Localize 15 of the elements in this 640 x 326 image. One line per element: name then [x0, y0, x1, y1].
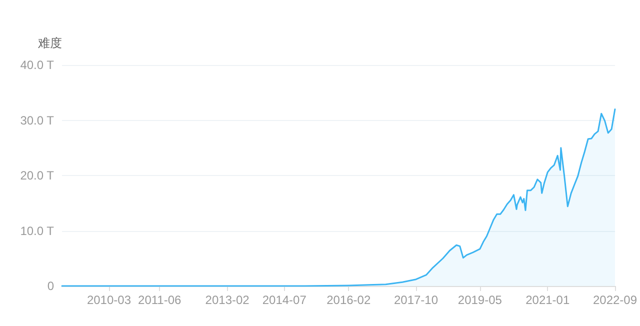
y-axis-title: 难度 — [37, 36, 62, 50]
x-tick-label: 2017-10 — [394, 293, 438, 307]
x-tick-label: 2021-01 — [526, 293, 570, 307]
y-tick-label: 20.0 T — [20, 168, 55, 182]
y-tick-label: 40.0 T — [20, 58, 55, 72]
y-tick-label: 30.0 T — [20, 113, 55, 128]
y-tick-label: 10.0 T — [20, 224, 55, 238]
x-tick-label: 2019-05 — [458, 293, 502, 307]
x-tick-label: 2014-07 — [262, 293, 307, 307]
y-tick-label: 0 — [47, 279, 54, 293]
x-tick-label: 2016-02 — [326, 293, 371, 307]
x-tick-label: 2010-03 — [86, 293, 132, 307]
x-tick-label: 2013-02 — [205, 293, 250, 307]
x-tick-label: 2011-06 — [138, 293, 182, 307]
x-tick-label: 2022-09 — [592, 293, 638, 307]
